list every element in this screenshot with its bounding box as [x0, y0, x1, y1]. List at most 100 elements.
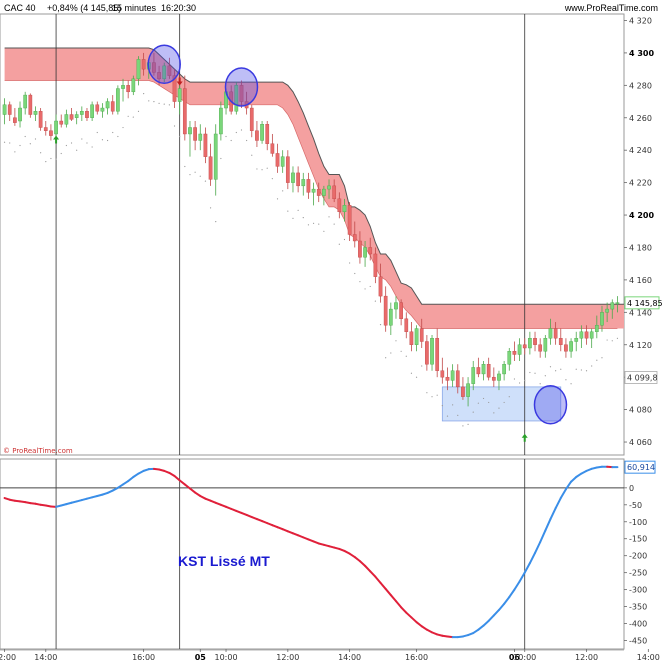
stop-dot: [560, 368, 562, 370]
candle-body: [265, 124, 270, 144]
candle-body: [600, 312, 604, 326]
time-tick-label: 16:00: [132, 653, 155, 662]
stop-dot: [209, 207, 212, 209]
oscillator-tick-label: -400: [629, 620, 647, 629]
stop-dot: [611, 340, 613, 342]
candle-body: [347, 205, 352, 235]
time-tick-label: 06: [509, 653, 521, 662]
candle-body: [270, 143, 275, 154]
candle-body: [383, 295, 388, 326]
candle-body: [466, 383, 470, 397]
candle: [69, 108, 74, 144]
oscillator-segment: [188, 487, 197, 494]
price-tick-label: 4 140: [629, 308, 652, 317]
candle: [497, 370, 501, 409]
stop-dot: [287, 210, 289, 212]
stop-dot: [112, 131, 114, 134]
stop-dot: [452, 404, 454, 406]
price-tick-label: 4 080: [629, 406, 652, 415]
oscillator-segment: [415, 621, 423, 628]
stop-dot: [307, 224, 310, 226]
candle: [399, 299, 403, 352]
oscillator-segment: [369, 570, 377, 578]
candle: [126, 80, 131, 117]
candle: [265, 121, 270, 169]
stop-dot: [173, 125, 176, 127]
stop-dot: [415, 376, 418, 378]
candle: [522, 338, 527, 382]
resistance-top-line: [4, 47, 624, 305]
header-change: +0,84% (4 145,85): [47, 3, 121, 13]
candle: [79, 106, 84, 140]
candle: [569, 338, 573, 385]
candle: [105, 98, 110, 142]
oscillator-segment: [394, 600, 403, 609]
stop-dot: [246, 139, 248, 142]
candle-body: [425, 341, 429, 365]
candle: [615, 296, 620, 339]
candle-body: [116, 88, 120, 112]
stop-dot: [343, 238, 346, 241]
stop-dot: [524, 379, 526, 382]
candle: [95, 101, 100, 134]
price-tick-label: 4 160: [629, 276, 652, 285]
stop-dot: [184, 165, 186, 168]
candle-body: [322, 188, 326, 196]
last-value-label: 60,914: [627, 463, 655, 472]
oscillator-segment: [564, 480, 573, 491]
candle: [121, 78, 125, 129]
candle-body: [373, 253, 378, 277]
candle: [260, 121, 264, 171]
oscillator-segment: [508, 588, 516, 599]
candle: [316, 182, 321, 225]
candle: [368, 237, 373, 288]
candle-body: [49, 130, 53, 136]
candle-body: [528, 338, 532, 349]
candle: [538, 338, 543, 385]
oscillator-segment: [544, 518, 552, 532]
stop-dot: [508, 396, 510, 398]
stop-dot: [493, 412, 495, 414]
oscillator-segment: [364, 564, 372, 573]
stop-dot: [45, 160, 47, 163]
candle-body: [177, 88, 182, 102]
oscillator-segment: [127, 475, 135, 483]
candle-body: [18, 107, 22, 122]
oscillator-tick-label: -100: [629, 518, 647, 527]
candle: [33, 106, 38, 140]
candle-body: [152, 62, 156, 73]
oscillator-tick-label: -50: [629, 501, 642, 510]
candle: [553, 322, 558, 372]
candle-body: [141, 59, 146, 70]
candle: [131, 75, 136, 118]
candle-body: [404, 318, 409, 332]
stop-dot: [302, 216, 304, 219]
stop-dot: [256, 168, 258, 170]
oscillator-segment: [570, 475, 578, 483]
stop-dot: [436, 394, 438, 396]
stop-dot: [565, 379, 567, 381]
stop-dot: [385, 357, 387, 359]
stop-dot: [457, 414, 459, 416]
candle: [502, 360, 506, 404]
time-tick-label: 14:00: [338, 653, 361, 662]
oscillator-segment: [482, 619, 490, 627]
candle-body: [594, 325, 599, 332]
candle-body: [59, 120, 64, 125]
stop-dot: [122, 126, 124, 129]
candle: [512, 341, 517, 380]
candle: [419, 318, 424, 367]
oscillator-segment: [513, 580, 521, 591]
candle: [327, 179, 331, 218]
last-price-box: [624, 296, 660, 310]
oscillator-segment: [173, 474, 181, 482]
oscillator-segment: [194, 491, 202, 497]
stop-dot: [40, 152, 42, 154]
candle: [507, 347, 512, 398]
candle-body: [33, 111, 38, 115]
time-tick-label: 12:00: [0, 653, 16, 662]
candle: [574, 331, 579, 370]
candle-body: [533, 338, 537, 345]
header-interval: 15 minutes: [112, 3, 157, 13]
